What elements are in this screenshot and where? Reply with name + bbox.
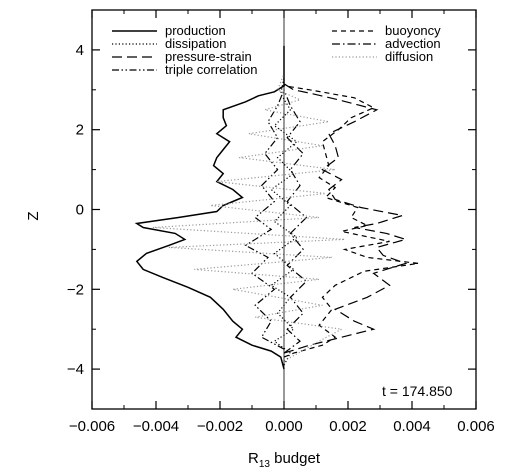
series-line-diffusion bbox=[152, 73, 345, 362]
legend-label: triple correlation bbox=[165, 62, 258, 77]
y-tick-label: 0 bbox=[76, 202, 84, 219]
series-line-triple-correlation bbox=[244, 89, 285, 350]
y-tick-label: 4 bbox=[76, 42, 84, 59]
y-tick-label: −4 bbox=[67, 361, 84, 378]
legend-label: buoyoncy bbox=[385, 23, 441, 38]
legend-label: dissipation bbox=[165, 36, 226, 51]
legend-label: pressure-strain bbox=[165, 49, 252, 64]
series-line-pressure-strain bbox=[283, 83, 408, 354]
x-tick-label: 0.004 bbox=[393, 418, 431, 435]
x-tick-label: −0.002 bbox=[197, 418, 243, 435]
x-axis-label-main: R bbox=[248, 450, 259, 467]
x-tick-label: −0.006 bbox=[69, 418, 115, 435]
series-line-production bbox=[134, 45, 285, 370]
series-line-advection bbox=[283, 89, 308, 354]
axis-ticks: −0.006 −0.004 −0.002 0.000 0.002 0.004 0.006 −4… bbox=[67, 9, 495, 435]
legend: productiondissipationpressure-straintrip… bbox=[112, 23, 441, 77]
time-annotation: t = 174.850 bbox=[382, 383, 453, 399]
y-axis-label: Z bbox=[25, 211, 42, 220]
x-axis-label-rest: budget bbox=[270, 450, 321, 467]
series-line-dissipation bbox=[270, 77, 298, 366]
x-axis-label-subscript: 13 bbox=[259, 459, 271, 470]
x-tick-label: 0.000 bbox=[265, 418, 303, 435]
legend-label: diffusion bbox=[385, 49, 433, 64]
legend-label: production bbox=[165, 23, 226, 38]
series-line-buoyoncy bbox=[283, 85, 419, 358]
x-tick-label: 0.006 bbox=[457, 418, 495, 435]
y-tick-label: 2 bbox=[76, 122, 84, 139]
x-axis-label: R13 budget bbox=[248, 450, 321, 470]
y-tick-label: −2 bbox=[67, 281, 84, 298]
legend-label: advection bbox=[385, 36, 441, 51]
x-tick-label: −0.004 bbox=[133, 418, 179, 435]
x-tick-label: 0.002 bbox=[329, 418, 367, 435]
series-group bbox=[134, 45, 419, 370]
